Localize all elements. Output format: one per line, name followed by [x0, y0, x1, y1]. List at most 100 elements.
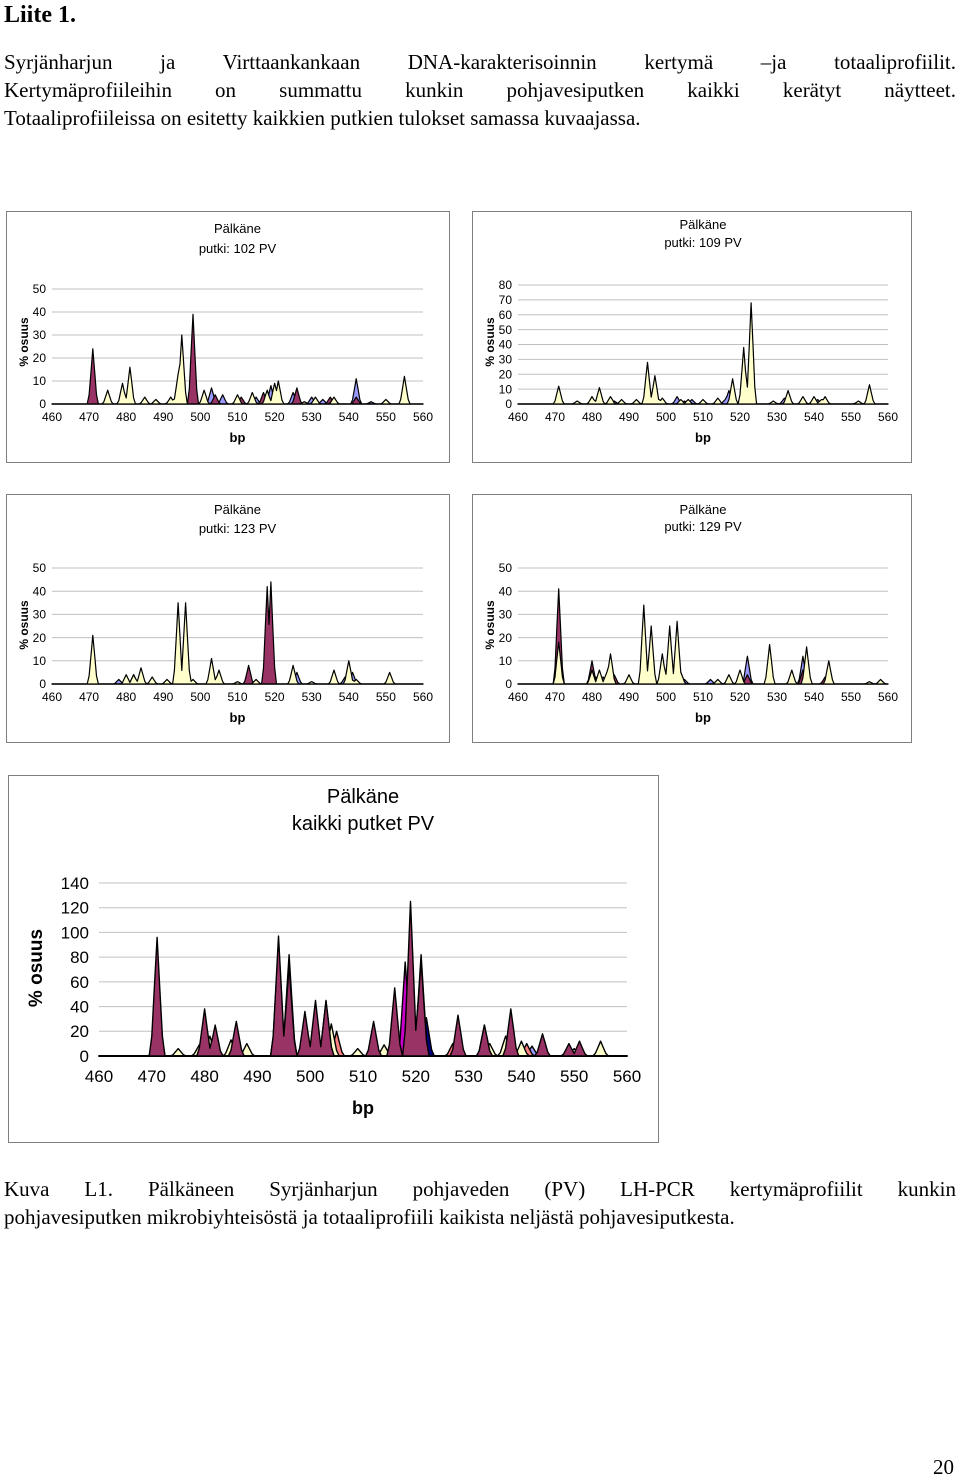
x-tick-label: 540: [804, 410, 824, 424]
y-tick-label: 20: [499, 631, 513, 645]
x-tick-label: 510: [693, 410, 713, 424]
series-area-B: [517, 358, 889, 405]
y-tick-label: 0: [505, 677, 512, 691]
x-tick-label: 550: [841, 410, 861, 424]
y-axis-label: % osuus: [26, 929, 47, 1007]
chart-title-line-2: putki: 123 PV: [199, 521, 277, 536]
x-tick-label: 480: [190, 1067, 218, 1086]
figure-caption-line-2: pohjavesiputken mikrobiyhteisöstä ja tot…: [4, 1205, 735, 1229]
x-tick-label: 480: [582, 690, 602, 704]
y-tick-label: 20: [33, 351, 47, 365]
y-tick-label: 50: [499, 323, 513, 337]
x-tick-label: 540: [507, 1067, 535, 1086]
x-tick-label: 560: [878, 410, 898, 424]
x-tick-label: 500: [190, 410, 210, 424]
y-tick-label: 30: [33, 328, 47, 342]
chart-title-line-2: putki: 129 PV: [664, 519, 742, 534]
x-tick-label: 530: [767, 690, 787, 704]
x-tick-label: 490: [619, 410, 639, 424]
y-tick-label: 10: [499, 654, 513, 668]
y-tick-label: 0: [39, 677, 46, 691]
x-tick-label: 520: [730, 690, 750, 704]
intro-line-2: Kertymäprofiileihin on summattu kunkin p…: [4, 78, 956, 102]
y-tick-label: 50: [499, 561, 513, 575]
x-tick-label: 520: [402, 1067, 430, 1086]
x-tick-label: 470: [138, 1067, 166, 1086]
y-tick-label: 50: [33, 561, 47, 575]
y-tick-label: 0: [505, 397, 512, 411]
x-tick-label: 460: [508, 690, 528, 704]
chart-title-line-2: putki: 109 PV: [664, 235, 742, 250]
x-tick-label: 460: [42, 690, 62, 704]
y-tick-label: 20: [70, 1022, 89, 1041]
x-tick-label: 460: [42, 410, 62, 424]
x-tick-label: 520: [265, 410, 285, 424]
x-tick-label: 540: [339, 690, 359, 704]
x-tick-label: 530: [454, 1067, 482, 1086]
chart-putki-123: Pälkäne putki: 123 PV 0 10 20 30 40 50 460 470 480…: [17, 502, 433, 725]
y-tick-label: 0: [80, 1047, 89, 1066]
y-tick-label: 50: [33, 282, 47, 296]
x-tick-label: 490: [153, 410, 173, 424]
x-tick-label: 540: [339, 410, 359, 424]
x-tick-label: 480: [582, 410, 602, 424]
chart-title-line-1: Pälkäne: [327, 786, 399, 808]
x-tick-label: 460: [85, 1067, 113, 1086]
y-axis-label: % osuus: [17, 317, 31, 367]
x-tick-label: 510: [227, 410, 247, 424]
y-tick-label: 70: [499, 293, 513, 307]
x-axis-label: bp: [230, 710, 246, 725]
x-tick-label: 560: [413, 690, 433, 704]
y-tick-label: 30: [499, 608, 513, 622]
x-tick-label: 470: [79, 410, 99, 424]
chart-panel-123: Pälkäne putki: 123 PV 0 10 20 30 40 50 460 470 480…: [6, 494, 450, 743]
x-tick-label: 490: [619, 690, 639, 704]
x-tick-label: 550: [560, 1067, 588, 1086]
y-tick-label: 40: [33, 584, 47, 598]
y-tick-label: 0: [39, 397, 46, 411]
x-tick-label: 530: [302, 410, 322, 424]
x-tick-label: 480: [116, 410, 136, 424]
x-tick-label: 500: [656, 690, 676, 704]
chart-kaikki-putket: Pälkäne kaikki putket PV 0 20 40 60 80 100 120 14…: [26, 786, 641, 1118]
series-area-C: [51, 602, 424, 685]
y-tick-label: 140: [61, 874, 89, 893]
y-tick-label: 80: [499, 278, 513, 292]
y-tick-label: 40: [33, 305, 47, 319]
y-tick-label: 40: [499, 584, 513, 598]
x-tick-label: 550: [376, 690, 396, 704]
chart-panel-109: Pälkäne putki: 109 PV 0 10 20 30 40 50 60 70 80 460…: [472, 211, 912, 463]
y-tick-label: 10: [33, 374, 47, 388]
y-tick-label: 20: [33, 631, 47, 645]
y-tick-label: 60: [499, 308, 513, 322]
x-axis-label: bp: [352, 1098, 374, 1118]
x-tick-label: 510: [349, 1067, 377, 1086]
x-tick-label: 500: [296, 1067, 324, 1086]
series-area-C: [517, 604, 889, 685]
chart-title-line-2: putki: 102 PV: [199, 241, 277, 256]
y-tick-label: 40: [499, 338, 513, 352]
chart-title-line-1: Pälkäne: [214, 221, 261, 236]
page-heading: Liite 1.: [4, 2, 76, 28]
series-area-B: [51, 581, 424, 685]
y-tick-label: 10: [499, 382, 513, 396]
series-area-G: [98, 900, 628, 1057]
y-tick-label: 80: [70, 948, 89, 967]
intro-line-1: Syrjänharjun ja Virttaankankaan DNA-kara…: [4, 50, 956, 74]
x-axis-label: bp: [230, 430, 246, 445]
x-axis-label: bp: [695, 430, 711, 445]
chart-title-line-1: Pälkäne: [680, 217, 727, 232]
x-tick-label: 460: [508, 410, 528, 424]
x-tick-label: 550: [376, 410, 396, 424]
x-tick-label: 530: [302, 690, 322, 704]
series-area-A: [517, 620, 889, 685]
x-tick-label: 520: [730, 410, 750, 424]
y-tick-label: 30: [499, 353, 513, 367]
x-tick-label: 500: [190, 690, 210, 704]
y-tick-label: 100: [61, 923, 89, 942]
series-area-C: [517, 302, 889, 405]
series-area-F: [98, 925, 628, 1057]
chart-title-line-1: Pälkäne: [214, 502, 261, 517]
x-tick-label: 490: [153, 690, 173, 704]
